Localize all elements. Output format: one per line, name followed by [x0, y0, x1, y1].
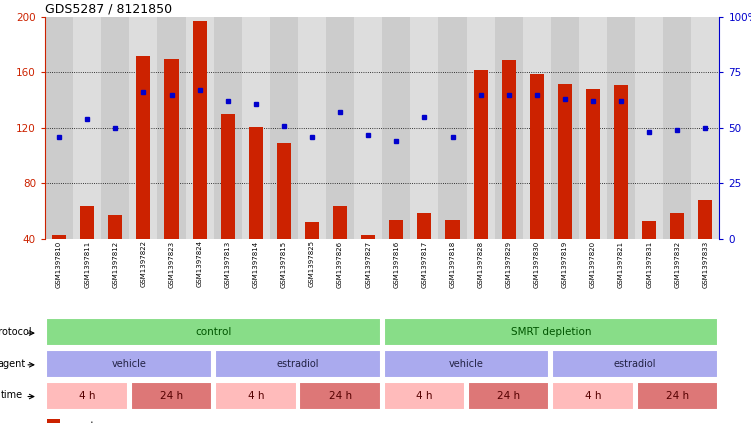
Bar [158, 17, 185, 239]
Bar [249, 126, 263, 239]
Bar [552, 382, 634, 410]
Text: 24 h: 24 h [160, 391, 183, 401]
Bar [586, 89, 600, 239]
Bar [635, 17, 663, 239]
Bar [445, 220, 460, 239]
Text: time: time [1, 390, 23, 400]
Bar [305, 222, 319, 239]
Bar [108, 215, 122, 239]
Bar [129, 17, 158, 239]
Bar [614, 85, 628, 239]
Bar [439, 17, 466, 239]
Bar [607, 17, 635, 239]
Bar [551, 17, 579, 239]
Bar [47, 319, 381, 346]
Bar [529, 74, 544, 239]
Bar [671, 213, 684, 239]
Bar [80, 206, 94, 239]
Bar [384, 350, 550, 378]
Bar [698, 200, 713, 239]
Bar [300, 382, 381, 410]
Bar [333, 206, 347, 239]
Bar [277, 143, 291, 239]
Bar [468, 382, 550, 410]
Bar [47, 420, 59, 423]
Bar [47, 382, 128, 410]
Bar [466, 17, 495, 239]
Bar [410, 17, 439, 239]
Bar [137, 56, 150, 239]
Text: 24 h: 24 h [497, 391, 520, 401]
Bar [389, 220, 403, 239]
Bar [495, 17, 523, 239]
Text: vehicle: vehicle [112, 359, 146, 369]
Bar [637, 382, 718, 410]
Text: SMRT depletion: SMRT depletion [511, 327, 591, 338]
Bar [164, 58, 179, 239]
Bar [354, 17, 382, 239]
Text: estradiol: estradiol [614, 359, 656, 369]
Bar [185, 17, 214, 239]
Text: GDS5287 / 8121850: GDS5287 / 8121850 [45, 3, 172, 16]
Bar [221, 114, 235, 239]
Bar [502, 60, 516, 239]
Bar [215, 382, 297, 410]
Bar [384, 382, 465, 410]
Bar [384, 319, 718, 346]
Bar [131, 382, 213, 410]
Bar [47, 350, 213, 378]
Text: 24 h: 24 h [328, 391, 351, 401]
Text: vehicle: vehicle [449, 359, 484, 369]
Bar [552, 350, 718, 378]
Text: estradiol: estradiol [276, 359, 319, 369]
Bar [692, 17, 719, 239]
Bar [474, 70, 487, 239]
Text: control: control [195, 327, 232, 338]
Text: 4 h: 4 h [416, 391, 433, 401]
Text: 4 h: 4 h [79, 391, 95, 401]
Bar [214, 17, 242, 239]
Bar [361, 235, 376, 239]
Bar [270, 17, 298, 239]
Text: 24 h: 24 h [665, 391, 689, 401]
Bar [382, 17, 410, 239]
Bar [523, 17, 551, 239]
Bar [418, 213, 431, 239]
Bar [663, 17, 692, 239]
Bar [101, 17, 129, 239]
Bar [215, 350, 381, 378]
Bar [242, 17, 270, 239]
Text: 4 h: 4 h [248, 391, 264, 401]
Text: count: count [65, 421, 95, 423]
Bar [192, 21, 207, 239]
Bar [558, 84, 572, 239]
Bar [45, 17, 73, 239]
Bar [52, 235, 66, 239]
Bar [73, 17, 101, 239]
Bar [642, 221, 656, 239]
Text: 4 h: 4 h [585, 391, 602, 401]
Text: protocol: protocol [0, 327, 32, 337]
Bar [579, 17, 607, 239]
Bar [298, 17, 326, 239]
Text: agent: agent [0, 359, 26, 368]
Bar [326, 17, 354, 239]
